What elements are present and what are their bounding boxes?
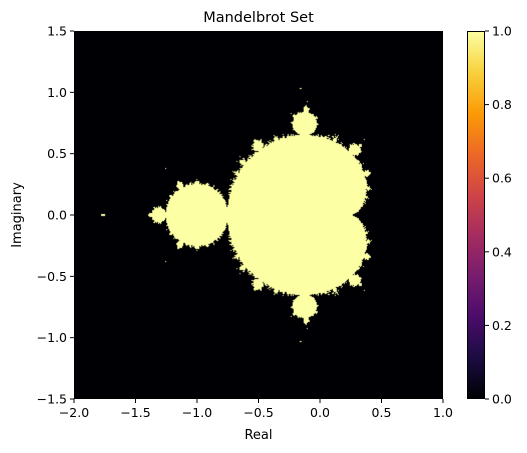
y-tick-label: −0.5 xyxy=(37,269,67,284)
mandelbrot-heatmap xyxy=(74,31,443,399)
plot-frame xyxy=(74,31,443,399)
colorbar-tick-label: 0.8 xyxy=(492,97,512,112)
colorbar-tick-label: 0.4 xyxy=(492,244,512,259)
x-tick-label: 1.0 xyxy=(433,405,453,420)
y-tick-label: −1.5 xyxy=(37,392,67,407)
y-axis-label: Imaginary xyxy=(10,182,25,248)
x-tick-label: −0.5 xyxy=(243,405,273,420)
y-tick-label: 0.0 xyxy=(47,208,67,223)
colorbar-tick-label: 0.0 xyxy=(492,392,512,407)
plot-area xyxy=(74,31,443,399)
colorbar: 0.0 0.2 0.4 0.6 0.8 1.0 xyxy=(467,24,512,407)
x-tick-label: 0.0 xyxy=(310,405,330,420)
x-axis: −2.0 −1.5 −1.0 −0.5 0.0 0.5 1.0 xyxy=(59,399,453,420)
chart-title: Mandelbrot Set xyxy=(203,10,314,26)
x-tick-label: −1.5 xyxy=(120,405,150,420)
y-tick-label: −1.0 xyxy=(37,330,67,345)
y-tick-label: 0.5 xyxy=(47,146,67,161)
x-tick-label: 0.5 xyxy=(372,405,392,420)
colorbar-tick-label: 1.0 xyxy=(492,24,512,39)
colorbar-scale xyxy=(467,31,485,399)
colorbar-tick-label: 0.2 xyxy=(492,318,512,333)
colorbar-tick-label: 0.6 xyxy=(492,171,512,186)
x-axis-label: Real xyxy=(244,428,272,443)
y-tick-label: 1.0 xyxy=(47,85,67,100)
colorbar-ticks: 0.0 0.2 0.4 0.6 0.8 1.0 xyxy=(485,24,512,407)
x-tick-label: −1.0 xyxy=(182,405,212,420)
y-tick-label: 1.5 xyxy=(47,24,67,39)
y-axis: −1.5 −1.0 −0.5 0.0 0.5 1.0 1.5 xyxy=(37,24,74,407)
x-tick-label: −2.0 xyxy=(59,405,89,420)
